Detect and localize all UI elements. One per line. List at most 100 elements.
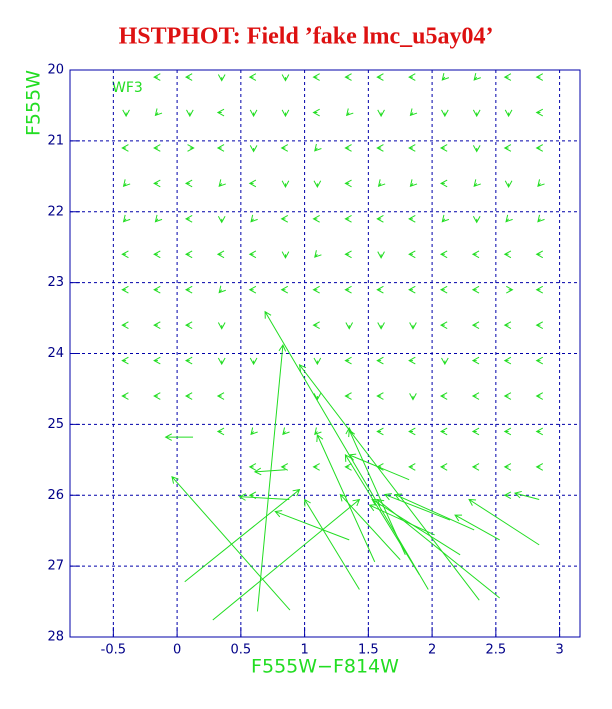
vector-arrow — [164, 433, 194, 441]
vector-arrow — [280, 144, 289, 152]
vector-arrow — [535, 285, 544, 294]
vector-arrow — [472, 109, 481, 118]
vector-arrow — [313, 357, 322, 366]
vector-arrow — [537, 179, 545, 188]
vector-arrow — [535, 392, 544, 400]
vector-arrow — [503, 73, 512, 81]
vector-arrow — [153, 144, 161, 152]
vector-arrow — [344, 179, 352, 188]
y-tick-label: 22 — [47, 204, 64, 219]
vector-arrow — [121, 285, 129, 294]
vector-arrow — [344, 250, 352, 259]
vector-arrow — [535, 73, 544, 81]
vector-arrow — [153, 321, 161, 329]
vector-arrow — [212, 498, 361, 621]
vector-arrow — [122, 179, 131, 188]
vector-arrow — [339, 493, 401, 561]
vector-arrow — [248, 285, 257, 294]
vector-arrow — [122, 214, 131, 223]
vector-arrow — [122, 109, 130, 118]
x-tick-label: 1.5 — [358, 643, 379, 658]
x-tick-label: 0.5 — [231, 643, 252, 658]
vector-arrow — [471, 463, 480, 471]
vector-arrow — [441, 214, 450, 223]
vector-arrow — [504, 109, 513, 118]
vector-arrow — [184, 250, 193, 259]
vector-arrow — [253, 467, 286, 476]
vector-arrow — [344, 392, 352, 400]
vector-arrow — [503, 321, 512, 329]
vector-arrow — [281, 251, 290, 259]
vector-arrow — [344, 215, 352, 223]
vector-arrow — [376, 285, 384, 294]
x-axis-label: F555W−F814W — [251, 656, 399, 678]
x-tick-label: 1 — [300, 643, 308, 658]
vector-arrow — [121, 356, 129, 365]
vector-arrow — [344, 453, 420, 575]
vector-arrow — [513, 490, 540, 500]
vector-arrow — [256, 343, 287, 612]
vector-arrow — [217, 357, 226, 366]
vector-arrow — [408, 73, 416, 81]
vector-arrow — [376, 356, 384, 365]
vector-arrow — [345, 108, 354, 117]
vector-arrow — [439, 463, 448, 471]
vector-arrow — [409, 322, 417, 330]
vector-arrow — [313, 393, 322, 401]
vector-arrow — [506, 285, 514, 294]
vector-arrow — [439, 144, 448, 152]
vector-arrow — [535, 144, 544, 152]
vector-arrow — [312, 463, 320, 471]
x-tick-label: -0.5 — [101, 643, 126, 658]
vector-arrow — [248, 463, 257, 471]
vector-arrow — [282, 427, 290, 436]
vector-arrow — [471, 285, 480, 294]
vector-arrow — [249, 145, 258, 153]
vector-arrow — [153, 179, 161, 188]
vector-arrow — [248, 179, 257, 188]
vector-arrow — [314, 427, 322, 436]
vector-arrow — [503, 491, 512, 500]
y-tick-label: 25 — [47, 417, 64, 432]
vector-arrow — [348, 453, 410, 481]
y-tick-label: 26 — [47, 488, 64, 503]
x-tick-label: 0 — [173, 643, 181, 658]
y-tick-label: 21 — [47, 133, 64, 148]
vector-arrow — [383, 493, 451, 521]
vector-arrow — [409, 393, 417, 401]
vector-arrow — [184, 285, 193, 294]
vector-arrow — [298, 364, 480, 601]
vector-arrow — [316, 434, 376, 563]
vector-arrow — [408, 144, 416, 152]
vector-arrow — [218, 179, 226, 188]
vector-arrow — [408, 427, 416, 436]
vector-arrow — [280, 463, 289, 471]
vector-arrow — [304, 498, 360, 590]
vector-arrow — [376, 144, 384, 152]
y-tick-label: 23 — [47, 275, 64, 290]
vector-arrow — [471, 392, 480, 400]
vector-arrow — [171, 476, 291, 611]
vector-arrow — [313, 180, 322, 188]
vector-arrow — [377, 251, 385, 259]
vector-arrow — [154, 214, 163, 223]
vector-arrow — [248, 250, 257, 259]
vector-arrow — [274, 510, 350, 541]
vector-arrow — [535, 463, 544, 471]
vector-arrow — [248, 73, 257, 81]
vector-arrow — [280, 215, 289, 223]
vector-arrow — [281, 180, 290, 188]
vector-arrow — [408, 250, 416, 259]
vector-arrow — [264, 310, 429, 590]
vector-arrow — [217, 74, 226, 82]
vector-arrow — [281, 109, 290, 118]
vector-arrow — [537, 214, 545, 223]
vector-arrow — [121, 144, 129, 152]
vector-arrow — [312, 215, 320, 223]
vector-arrow — [472, 215, 481, 224]
vector-arrow — [535, 321, 544, 329]
vector-arrow — [121, 321, 129, 329]
x-tick-label: 2.5 — [486, 643, 507, 658]
